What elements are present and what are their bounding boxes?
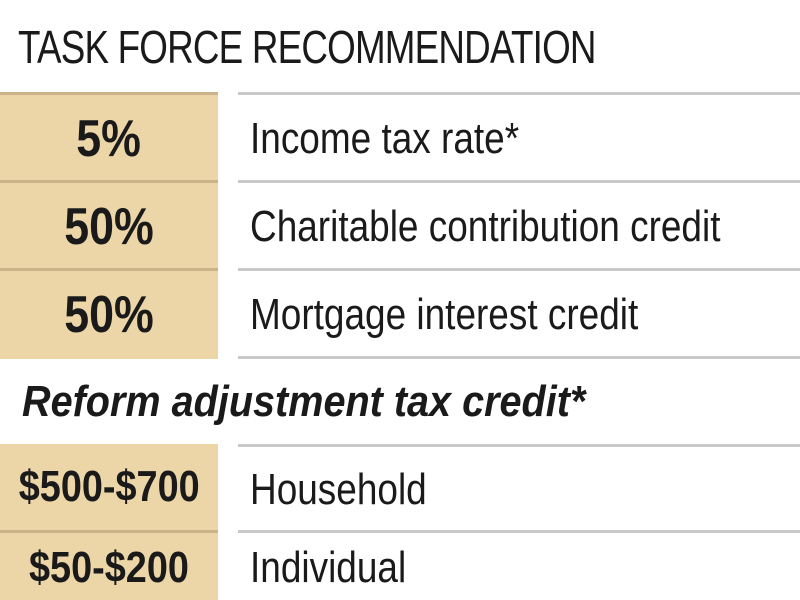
- reform-section-heading: Reform adjustment tax credit*: [22, 362, 782, 442]
- reform-row: $50-$200 Individual: [0, 530, 800, 600]
- recommendation-value-cell: 50%: [0, 180, 218, 271]
- reform-value-cell: $50-$200: [0, 530, 218, 600]
- reform-label-cell: Household: [238, 444, 800, 533]
- recommendation-value: 50%: [64, 198, 154, 256]
- recommendation-row: 5% Income tax rate*: [0, 92, 800, 183]
- reform-value-cell: $500-$700: [0, 444, 218, 530]
- reform-label-cell: Individual: [238, 530, 800, 600]
- recommendation-label-cell: Charitable contribution credit: [238, 180, 800, 271]
- recommendation-row: 50% Mortgage interest credit: [0, 268, 800, 359]
- row-divider: [238, 356, 800, 359]
- reform-label: Individual: [250, 543, 407, 592]
- reform-value: $50-$200: [29, 543, 189, 592]
- reform-heading-text: Reform adjustment tax credit*: [22, 377, 586, 426]
- recommendation-label-cell: Mortgage interest credit: [238, 268, 800, 359]
- reform-label: Household: [250, 465, 427, 514]
- recommendation-label: Mortgage interest credit: [250, 290, 639, 339]
- recommendation-label: Income tax rate*: [250, 114, 520, 163]
- recommendation-value: 50%: [64, 286, 154, 344]
- recommendation-label: Charitable contribution credit: [250, 202, 721, 251]
- recommendation-value: 5%: [76, 110, 142, 168]
- recommendation-label-cell: Income tax rate*: [238, 92, 800, 183]
- recommendation-value-cell: 50%: [0, 268, 218, 359]
- recommendation-row: 50% Charitable contribution credit: [0, 180, 800, 271]
- reform-value: $500-$700: [18, 462, 200, 511]
- reform-row: $500-$700 Household: [0, 444, 800, 530]
- graphic-title: TASK FORCE RECOMMENDATION: [18, 21, 596, 73]
- recommendation-value-cell: 5%: [0, 92, 218, 183]
